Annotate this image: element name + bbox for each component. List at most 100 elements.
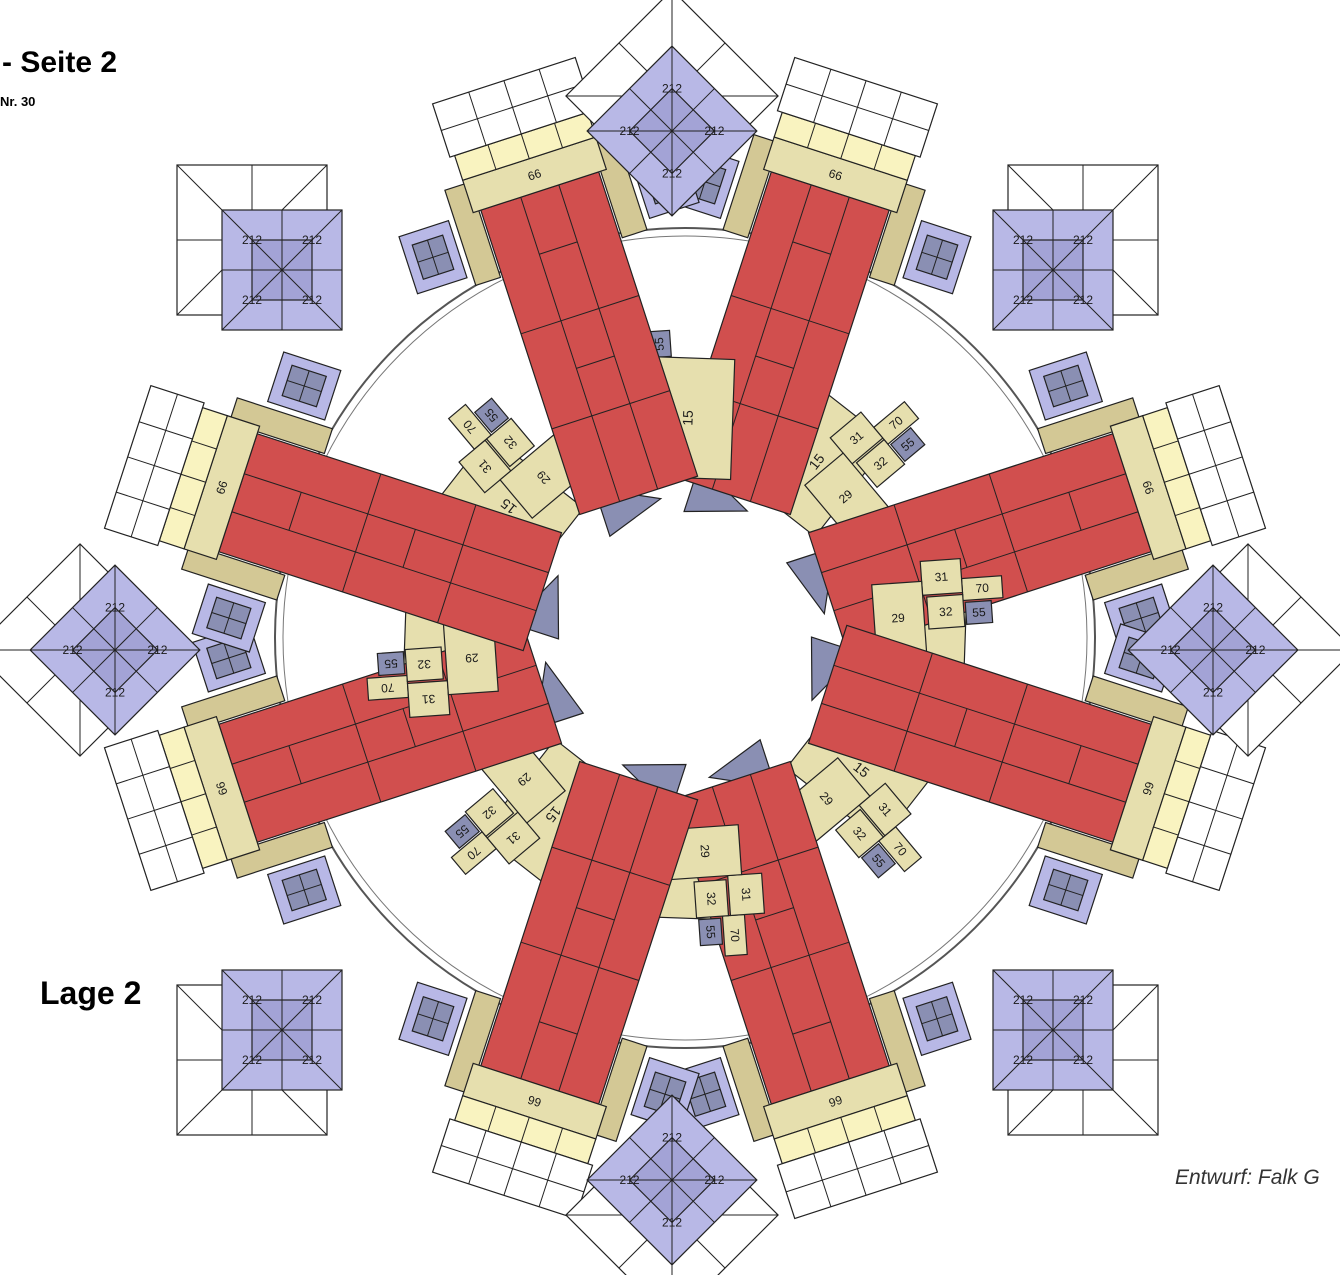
ring-outer (274, 227, 1096, 1049)
plate-212-label: 212 (1203, 685, 1223, 699)
plate-212-label: 212 (242, 233, 262, 247)
plate-212-label: 212 (302, 993, 322, 1007)
joint-line (893, 504, 933, 623)
joint-line (576, 355, 615, 369)
joint-line (487, 1106, 497, 1132)
joint-line (848, 1141, 867, 1196)
joint-line (813, 69, 832, 123)
joint-line (138, 421, 193, 440)
plate-32 (855, 438, 906, 489)
joint-line (180, 473, 206, 483)
joint-line (503, 1141, 522, 1196)
joint-line (288, 745, 302, 784)
lavender-box (902, 219, 972, 295)
joint-line (700, 846, 819, 886)
joint-line (1188, 456, 1243, 475)
plate-66-label: 66 (213, 780, 231, 797)
joint-line (520, 295, 640, 335)
joint-line (954, 708, 968, 747)
joint-line (503, 80, 522, 135)
plate-32 (485, 417, 536, 468)
joint-line (538, 69, 557, 123)
plate-212-label: 212 (242, 993, 262, 1007)
plate-55 (964, 599, 994, 625)
plate-66-label: 66 (1139, 780, 1157, 797)
plate-212-label: 212 (1073, 293, 1093, 307)
plate-212-label: 212 (662, 1215, 682, 1229)
plate-212-label: 212 (1073, 1053, 1093, 1067)
plate-29-label: 29 (697, 844, 712, 859)
plate-31 (919, 557, 964, 596)
joint-line (520, 133, 530, 159)
joint-line (813, 1153, 832, 1207)
ring-inner (282, 235, 1088, 1041)
joint-line (1164, 793, 1190, 803)
plate-31 (458, 439, 512, 494)
plate-31-label: 31 (421, 692, 436, 707)
diamond-212-3: 212 212 212 212 (1127, 564, 1299, 736)
side-rail-left (590, 1037, 648, 1143)
joint-line (554, 122, 564, 149)
layer-label: Lage 2 (40, 975, 142, 1011)
joint-line (551, 846, 670, 886)
joint-line (1068, 745, 1082, 784)
plate-212-label: 212 (1073, 233, 1093, 247)
joint-line (402, 708, 416, 747)
joint-line (576, 907, 615, 921)
joint-line (883, 1130, 902, 1185)
joint-line (755, 355, 794, 369)
plate-31 (858, 782, 912, 837)
joint-line (629, 88, 715, 174)
plate-212-label: 212 (620, 1173, 640, 1187)
lavender-box (398, 981, 468, 1057)
joint-line (169, 759, 196, 769)
joint-line (551, 390, 670, 430)
plate-32 (404, 646, 444, 683)
joint-line (116, 491, 170, 510)
arms: 7055313229156670553132291566705531322915… (103, 56, 1267, 1220)
joint-line (988, 473, 1028, 593)
plate-70-label: 70 (975, 581, 990, 596)
plate-212-label: 212 (1013, 1053, 1033, 1067)
joint-line (821, 702, 1126, 803)
plate-32 (464, 787, 515, 838)
joint-line (1177, 421, 1232, 440)
plate-55-label: 55 (384, 656, 399, 671)
lavender-box (191, 583, 267, 653)
joint-line (244, 702, 549, 803)
side-rail-left (228, 821, 334, 879)
plate-66-label: 66 (526, 166, 543, 184)
lavender-box (902, 981, 972, 1057)
joint-line (1153, 826, 1179, 836)
joint-line (954, 529, 968, 568)
joint-line (792, 1021, 831, 1035)
page-subtitle: Nr. 30 (0, 94, 36, 109)
square-212-1: 212 212 212 212 (221, 209, 343, 331)
diamond-212-4: 212 212 212 212 (586, 1094, 758, 1266)
plate-212-label: 212 (302, 293, 322, 307)
plate-66-label: 66 (827, 1092, 844, 1110)
joint-line (211, 651, 247, 664)
joint-line (873, 144, 883, 170)
plate-55-label: 55 (972, 605, 987, 620)
joint-line (437, 504, 477, 623)
joint-line (554, 1127, 564, 1154)
joint-line (116, 766, 170, 785)
joint-line (1164, 473, 1190, 483)
joint-line (833, 664, 1139, 765)
joint-line (72, 607, 158, 693)
joint-line (520, 774, 621, 1079)
joint-line (840, 133, 850, 159)
plate-32-label: 32 (704, 892, 719, 907)
plate-66-label: 66 (213, 479, 231, 496)
plate-32 (693, 879, 730, 919)
joint-line (191, 826, 217, 836)
side-rail-right (722, 1037, 780, 1143)
joint-line (520, 941, 640, 981)
plate-55 (473, 397, 510, 434)
plate-212-label: 212 (1203, 601, 1223, 615)
joint-line (1068, 492, 1082, 531)
joint-line (426, 1001, 440, 1037)
